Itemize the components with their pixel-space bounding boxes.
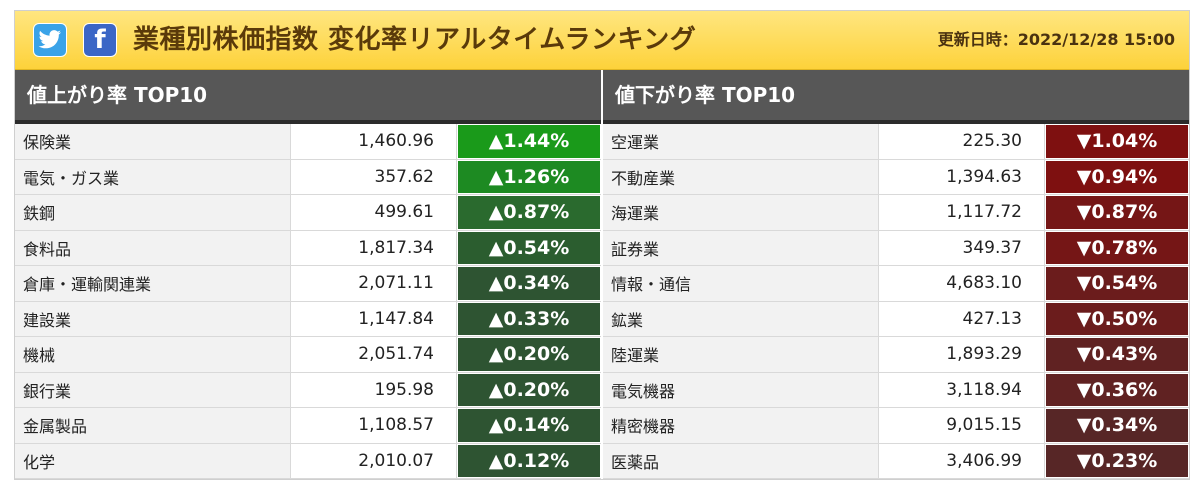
table-row: 医薬品 3,406.99 ▼0.23%	[603, 443, 1189, 479]
index-value: 1,893.29	[879, 337, 1045, 372]
losers-title: 値下がり率 TOP10	[603, 70, 1189, 124]
change-badge: ▼0.23%	[1045, 443, 1189, 478]
table-row: 情報・通信 4,683.10 ▼0.54%	[603, 266, 1189, 302]
change-badge: ▲0.20%	[457, 337, 601, 372]
gainers-title: 値上がり率 TOP10	[15, 70, 601, 124]
change-badge: ▼0.54%	[1045, 266, 1189, 301]
table-row: 鉄鋼 499.61 ▲0.87%	[15, 195, 601, 231]
gainers-column: 値上がり率 TOP10 保険業 1,460.96 ▲1.44% 電気・ガス業 357.…	[15, 70, 601, 479]
index-value: 3,118.94	[879, 372, 1045, 407]
index-value: 4,683.10	[879, 266, 1045, 301]
index-value: 1,147.84	[291, 301, 457, 336]
sector-name: 不動産業	[603, 159, 879, 194]
change-badge: ▲0.12%	[457, 443, 601, 478]
sector-name: 食料品	[15, 230, 291, 265]
index-value: 3,406.99	[879, 443, 1045, 478]
sector-name: 陸運業	[603, 337, 879, 372]
index-value: 2,051.74	[291, 337, 457, 372]
change-badge: ▼0.78%	[1045, 230, 1189, 265]
sector-name: 銀行業	[15, 372, 291, 407]
losers-table: 空運業 225.30 ▼1.04% 不動産業 1,394.63 ▼0.94% 海運業 1,…	[603, 124, 1189, 479]
index-value: 2,071.11	[291, 266, 457, 301]
change-badge: ▲1.44%	[457, 124, 601, 159]
change-badge: ▼0.43%	[1045, 337, 1189, 372]
sector-name: 電気・ガス業	[15, 159, 291, 194]
sector-name: 空運業	[603, 124, 879, 159]
table-row: 化学 2,010.07 ▲0.12%	[15, 443, 601, 479]
twitter-share-button[interactable]	[33, 23, 67, 57]
index-value: 1,108.57	[291, 408, 457, 443]
table-row: 保険業 1,460.96 ▲1.44%	[15, 124, 601, 160]
table-row: 鉱業 427.13 ▼0.50%	[603, 301, 1189, 337]
twitter-icon	[38, 30, 62, 49]
table-row: 倉庫・運輸関連業 2,071.11 ▲0.34%	[15, 266, 601, 302]
table-row: 建設業 1,147.84 ▲0.33%	[15, 301, 601, 337]
index-value: 225.30	[879, 124, 1045, 159]
sector-name: 機械	[15, 337, 291, 372]
sector-name: 情報・通信	[603, 266, 879, 301]
index-value: 1,817.34	[291, 230, 457, 265]
table-row: 陸運業 1,893.29 ▼0.43%	[603, 337, 1189, 373]
table-row: 証券業 349.37 ▼0.78%	[603, 230, 1189, 266]
index-value: 9,015.15	[879, 408, 1045, 443]
index-value: 357.62	[291, 159, 457, 194]
table-row: 海運業 1,117.72 ▼0.87%	[603, 195, 1189, 231]
change-badge: ▲0.33%	[457, 301, 601, 336]
table-row: 電気・ガス業 357.62 ▲1.26%	[15, 159, 601, 195]
table-row: 金属製品 1,108.57 ▲0.14%	[15, 408, 601, 444]
change-badge: ▼0.94%	[1045, 159, 1189, 194]
table-row: 電気機器 3,118.94 ▼0.36%	[603, 372, 1189, 408]
change-badge: ▲0.54%	[457, 230, 601, 265]
index-value: 1,460.96	[291, 124, 457, 159]
sector-name: 化学	[15, 443, 291, 478]
change-badge: ▲0.20%	[457, 372, 601, 407]
table-row: 不動産業 1,394.63 ▼0.94%	[603, 159, 1189, 195]
table-row: 銀行業 195.98 ▲0.20%	[15, 372, 601, 408]
sector-name: 精密機器	[603, 408, 879, 443]
change-badge: ▲0.14%	[457, 408, 601, 443]
sector-name: 鉱業	[603, 301, 879, 336]
sector-name: 医薬品	[603, 443, 879, 478]
change-badge: ▼0.50%	[1045, 301, 1189, 336]
sector-name: 海運業	[603, 195, 879, 230]
change-badge: ▲0.87%	[457, 195, 601, 230]
table-row: 精密機器 9,015.15 ▼0.34%	[603, 408, 1189, 444]
index-value: 195.98	[291, 372, 457, 407]
change-badge: ▼0.34%	[1045, 408, 1189, 443]
sector-name: 電気機器	[603, 372, 879, 407]
index-value: 349.37	[879, 230, 1045, 265]
ranking-panel: f 業種別株価指数 変化率リアルタイムランキング 更新日時：2022/12/28…	[14, 10, 1190, 480]
index-value: 499.61	[291, 195, 457, 230]
page-title: 業種別株価指数 変化率リアルタイムランキング	[133, 25, 697, 55]
sector-name: 保険業	[15, 124, 291, 159]
sector-name: 建設業	[15, 301, 291, 336]
change-badge: ▲1.26%	[457, 159, 601, 194]
facebook-icon: f	[94, 25, 106, 55]
sector-name: 鉄鋼	[15, 195, 291, 230]
change-badge: ▲0.34%	[457, 266, 601, 301]
sector-name: 証券業	[603, 230, 879, 265]
facebook-share-button[interactable]: f	[83, 23, 117, 57]
change-badge: ▼0.36%	[1045, 372, 1189, 407]
index-value: 2,010.07	[291, 443, 457, 478]
updated-timestamp: 更新日時：2022/12/28 15:00	[937, 30, 1175, 49]
change-badge: ▼1.04%	[1045, 124, 1189, 159]
sector-name: 金属製品	[15, 408, 291, 443]
table-row: 食料品 1,817.34 ▲0.54%	[15, 230, 601, 266]
losers-column: 値下がり率 TOP10 空運業 225.30 ▼1.04% 不動産業 1,394.63…	[603, 70, 1189, 479]
table-row: 空運業 225.30 ▼1.04%	[603, 124, 1189, 160]
sector-name: 倉庫・運輸関連業	[15, 266, 291, 301]
index-value: 1,394.63	[879, 159, 1045, 194]
index-value: 427.13	[879, 301, 1045, 336]
gainers-table: 保険業 1,460.96 ▲1.44% 電気・ガス業 357.62 ▲1.26% 鉄鋼 4…	[15, 124, 601, 479]
panel-header: f 業種別株価指数 変化率リアルタイムランキング 更新日時：2022/12/28…	[15, 11, 1189, 70]
table-row: 機械 2,051.74 ▲0.20%	[15, 337, 601, 373]
index-value: 1,117.72	[879, 195, 1045, 230]
change-badge: ▼0.87%	[1045, 195, 1189, 230]
